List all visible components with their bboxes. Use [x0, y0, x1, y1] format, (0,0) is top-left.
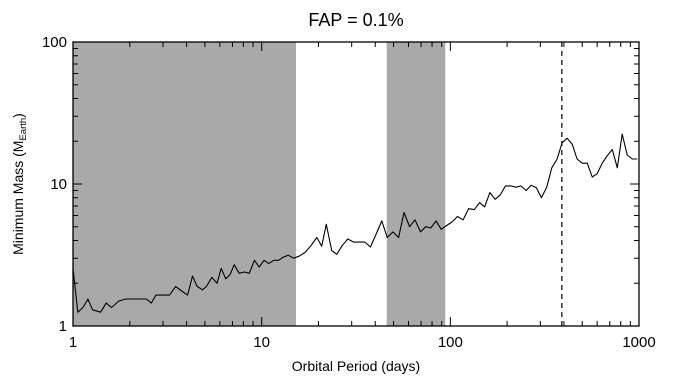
x-tick-label: 10	[253, 334, 270, 351]
x-tick-label: 1000	[622, 334, 655, 351]
y-axis-label-main: Minimum Mass (M	[10, 141, 26, 255]
y-axis-label-subscript: Earth	[18, 118, 29, 141]
plot-frame	[72, 41, 640, 327]
series-layer	[72, 42, 638, 326]
x-axis-label: Orbital Period (days)	[292, 358, 420, 374]
y-tick-label: 10	[50, 176, 67, 193]
tick-labels: 1 10 100 1000 1 10 100	[42, 34, 656, 351]
y-tick-label: 100	[42, 34, 67, 51]
y-tick-label: 1	[59, 318, 67, 335]
y-axis-label: Minimum Mass (MEarth)	[10, 113, 29, 255]
shaded-region	[73, 42, 296, 326]
shaded-regions	[73, 42, 446, 326]
x-tick-label: 1	[69, 334, 77, 351]
x-tick-label: 100	[438, 334, 463, 351]
chart-title: FAP = 0.1%	[308, 10, 403, 30]
shaded-region	[386, 42, 446, 326]
y-axis-label-close: )	[10, 113, 26, 118]
series-line	[72, 133, 638, 313]
